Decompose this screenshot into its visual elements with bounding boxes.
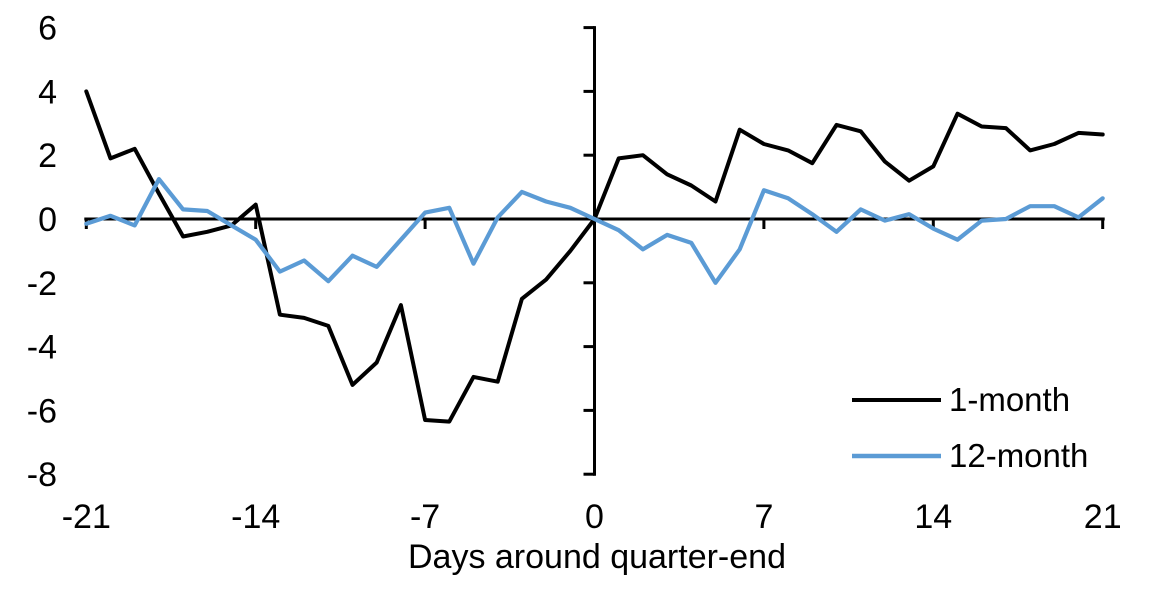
y-tick-label: 2: [38, 137, 57, 175]
x-tick-label: -21: [62, 498, 111, 536]
y-tick-label: -2: [27, 265, 57, 303]
x-tick-label: -14: [231, 498, 280, 536]
x-tick-label: 14: [914, 498, 952, 536]
y-tick-label: 6: [38, 10, 57, 48]
x-axis-title: Days around quarter-end: [408, 538, 786, 576]
y-tick-label: 4: [38, 73, 57, 111]
legend-label-12-month: 12-month: [949, 437, 1088, 474]
legend-label-1-month: 1-month: [949, 381, 1070, 418]
x-tick-label: 7: [754, 498, 773, 536]
y-tick-label: 0: [38, 201, 57, 239]
x-tick-label: 0: [585, 498, 604, 536]
y-tick-label: -8: [27, 456, 57, 494]
x-tick-label: -7: [410, 498, 440, 536]
x-tick-label: 21: [1084, 498, 1122, 536]
y-tick-label: -6: [27, 392, 57, 430]
series-line-12-month: [84, 177, 1105, 285]
y-tick-label: -4: [27, 329, 57, 367]
